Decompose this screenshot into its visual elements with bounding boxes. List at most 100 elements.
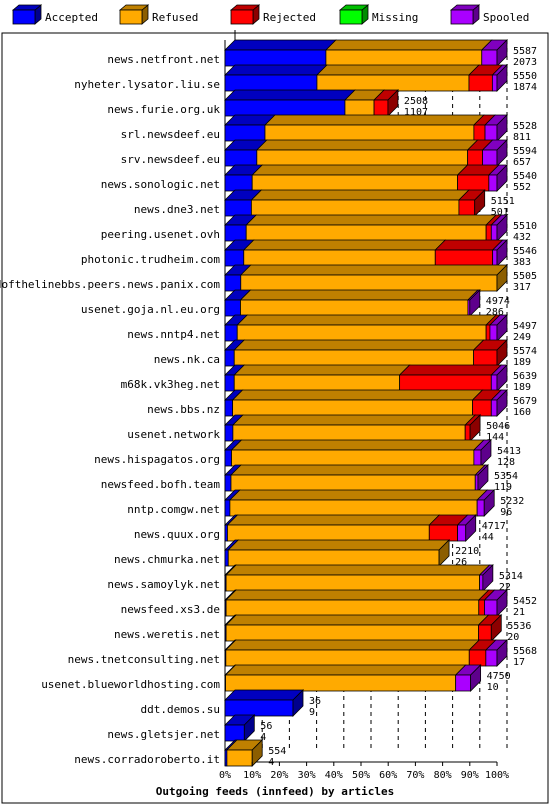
bar-segment-accepted <box>224 424 234 442</box>
bar-segment-top-refused <box>224 664 467 676</box>
accepted-count-label: 432 <box>513 232 531 243</box>
offered-count-label: 5546 <box>513 246 537 257</box>
accepted-count-label: 501 <box>491 207 509 218</box>
bar-segment-rejected <box>478 599 485 617</box>
accepted-count-label: 44 <box>482 532 494 543</box>
legend-swatch <box>12 9 36 25</box>
offered-count-label: 5046 <box>486 421 510 432</box>
offered-count-label: 5314 <box>499 571 523 582</box>
bar-segment-top-refused <box>230 464 487 476</box>
bar-segment-spooled <box>491 74 498 92</box>
bar-segment-rejected <box>464 424 471 442</box>
bar-segment-top-refused <box>228 489 489 501</box>
category-label: usenet.goja.nl.eu.org <box>81 303 220 316</box>
offered-count-label: 5505 <box>513 271 537 282</box>
bar-segment-top-refused <box>324 39 493 51</box>
bar-segment-refused <box>227 549 440 567</box>
bar-end-face <box>496 639 508 667</box>
bar-segment-refused <box>226 749 253 767</box>
bar-segment-top-accepted <box>224 64 328 76</box>
bar-segment-rejected <box>478 624 492 642</box>
accepted-count-label: 9 <box>309 707 315 718</box>
bar-end-face <box>496 164 508 192</box>
offered-count-label: 5452 <box>513 596 537 607</box>
bar-segment-top-refused <box>233 364 411 376</box>
legend-label: Accepted <box>45 11 98 24</box>
accepted-count-label: 22 <box>499 582 511 593</box>
bar-segment-accepted <box>224 99 346 117</box>
bar-segment-accepted <box>224 474 232 492</box>
bar-segment-top-rejected <box>434 239 504 251</box>
bar-end-face <box>496 239 508 267</box>
offered-count-label: 56 <box>260 721 272 732</box>
category-label: news.gletsjer.net <box>107 728 220 741</box>
bar-segment-refused <box>251 174 458 192</box>
bar-segment-top-refused <box>236 314 498 326</box>
bar-segment-rejected <box>485 324 491 342</box>
bar-segment-spooled <box>490 399 498 417</box>
bar-segment-top-refused <box>239 289 479 301</box>
bar-end-face <box>496 589 508 617</box>
category-label: usenet.network <box>127 428 220 441</box>
bar-segment-spooled <box>484 599 498 617</box>
bar-segment-top-refused <box>264 114 485 126</box>
bar-segment-refused <box>233 349 475 367</box>
bar-segment-refused <box>325 49 483 67</box>
bar-segment-refused <box>344 99 375 117</box>
bar-segment-refused <box>240 299 469 317</box>
bar-segment-spooled <box>479 574 484 592</box>
bar-segment-accepted <box>224 449 232 467</box>
accepted-count-label: 249 <box>513 332 531 343</box>
bar-row: news.gletsjer.net 564 <box>107 714 272 743</box>
bar-segment-rejected <box>473 349 498 367</box>
bar-segment-spooled <box>474 474 479 492</box>
legend-label: Missing <box>372 11 418 24</box>
category-label: endofthelinebbs.peers.news.panix.com <box>0 278 220 291</box>
bar-end-face <box>477 464 489 492</box>
bar-segment-spooled <box>489 324 498 342</box>
bar-segment-accepted <box>224 249 245 267</box>
bar-segment-spooled <box>488 174 498 192</box>
bar-segment-refused <box>232 399 473 417</box>
bar-segment-accepted <box>224 699 294 717</box>
accepted-count-label: 811 <box>513 132 531 143</box>
bar-row: endofthelinebbs.peers.news.panix.com 5505… <box>0 264 537 293</box>
bar-end-face <box>387 89 399 117</box>
accepted-count-label: 96 <box>500 507 512 518</box>
legend-label: Spooled <box>483 11 529 24</box>
bar-segment-spooled <box>457 524 467 542</box>
bar-segment-top-refused <box>231 389 484 401</box>
bar-end-face <box>496 39 508 67</box>
bar-segment-refused <box>225 624 479 642</box>
offered-count-label: 5679 <box>513 396 537 407</box>
bar-segment-spooled <box>484 124 498 142</box>
bar-segment-rejected <box>472 399 492 417</box>
x-tick-label: 20% <box>270 770 288 781</box>
bar-end-face <box>251 739 263 767</box>
bar-end-face <box>470 664 482 692</box>
bar-end-face <box>496 389 508 417</box>
bar-end-face <box>474 189 486 217</box>
bar-segment-refused <box>227 524 430 542</box>
bar-end-face <box>490 614 502 642</box>
bar-segment-spooled <box>490 224 498 242</box>
category-label: news.sonologic.net <box>101 178 220 191</box>
accepted-count-label: 144 <box>486 432 504 443</box>
bar-segment-top-refused <box>250 189 470 201</box>
legend-item-rejected: Rejected <box>229 4 316 25</box>
bar-segment-accepted <box>224 199 252 217</box>
bar-end-face <box>496 339 508 367</box>
bar-segment-refused <box>231 449 475 467</box>
bar-segment-top-refused <box>315 64 480 76</box>
bar-end-face <box>438 539 450 567</box>
